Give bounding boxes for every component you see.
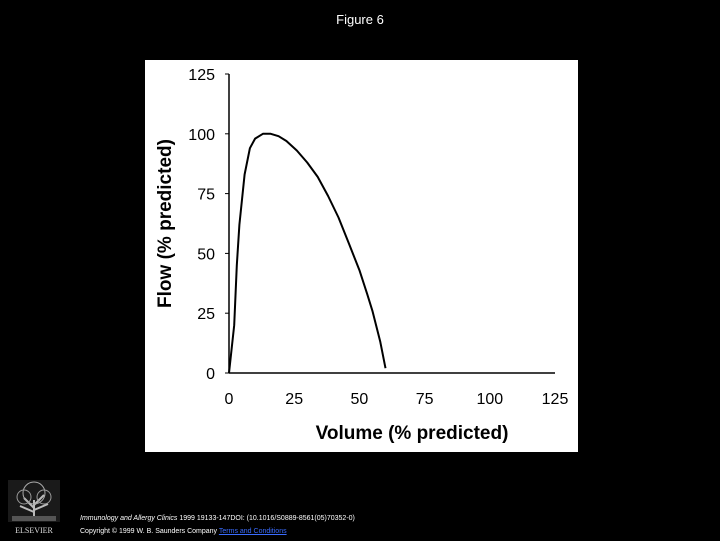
y-tick-label: 125 [188,67,215,84]
x-tick-label: 0 [225,391,234,408]
y-tick-label: 25 [197,306,215,323]
chart-panel: 0 25 50 75 100 125 0 25 50 75 100 125 Flow (% predi… [145,60,578,452]
x-axis-label: Volume (% predicted) [316,423,509,444]
x-tick-label: 100 [476,391,503,408]
citation-line: Immunology and Allergy Clinics 1999 1913… [80,515,355,522]
flow-volume-chart: 0 25 50 75 100 125 0 25 50 75 100 125 Flow (% predi… [155,67,569,444]
x-tick-label: 75 [416,391,434,408]
x-tick-label: 125 [542,391,569,408]
chart-axes [228,74,555,374]
copyright-text: Copyright © 1999 W. B. Saunders Company [80,528,219,535]
y-tick-label: 50 [197,246,215,263]
y-tick-label: 75 [197,187,215,204]
y-tick-label: 0 [206,366,215,383]
x-tick-label: 50 [351,391,369,408]
x-tick-label: 25 [285,391,303,408]
publisher-name: ELSEVIER [15,526,53,535]
y-axis-label: Flow (% predicted) [155,139,176,308]
figure-title: Figure 6 [336,12,384,27]
journal-name: Immunology and Allergy Clinics [80,515,178,522]
elsevier-logo: ELSEVIER [6,478,62,536]
citation-text: 1999 19133-147DOI: (10.1016/S0889-8561(0… [177,515,355,522]
elsevier-tree-icon: ELSEVIER [8,480,60,535]
y-tick-label: 100 [188,127,215,144]
copyright-line: Copyright © 1999 W. B. Saunders Company … [80,528,287,535]
flow-volume-curve [228,132,387,374]
terms-and-conditions-link[interactable]: Terms and Conditions [218,528,287,535]
